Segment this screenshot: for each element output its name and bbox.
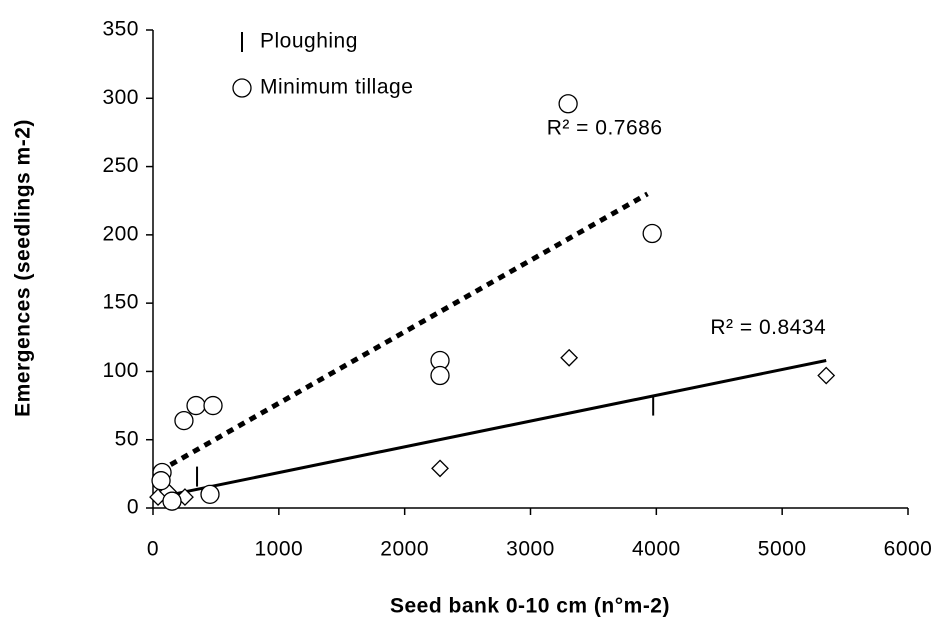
- y-axis-label: Emergences (seedlings m-2): [12, 119, 35, 417]
- x-axis-label: Seed bank 0-10 cm (n°m-2): [390, 595, 670, 618]
- point: [642, 223, 662, 244]
- y-tick-label: 300: [102, 86, 139, 109]
- point: [817, 366, 836, 385]
- y-tick-label: 0: [127, 496, 139, 519]
- y-tick-label: 350: [102, 18, 139, 41]
- y-tick-label: 250: [102, 154, 139, 177]
- point: [430, 365, 450, 386]
- x-tick-label: 6000: [884, 538, 933, 561]
- point: [203, 395, 223, 416]
- trendline: [158, 359, 827, 499]
- legend-label: Minimum tillage: [260, 76, 413, 99]
- y-tick-label: 50: [115, 427, 139, 450]
- x-tick-label: 3000: [506, 538, 555, 561]
- x-tick-label: 1000: [254, 538, 303, 561]
- x-tick-label: 4000: [632, 538, 681, 561]
- y-tick-label: 150: [102, 291, 139, 314]
- point: [162, 491, 182, 511]
- x-tick-label: 0: [147, 538, 159, 561]
- point: [431, 459, 449, 478]
- trendline-label: R² = 0.7686: [547, 116, 663, 139]
- point: [558, 94, 578, 114]
- trendline: [158, 191, 649, 474]
- point: [186, 395, 206, 416]
- legend-marker: [232, 78, 252, 98]
- point: [174, 410, 194, 431]
- point: [151, 471, 171, 491]
- trendline-label: R² = 0.8434: [710, 316, 826, 339]
- y-tick-label: 200: [102, 222, 139, 245]
- point: [200, 484, 220, 504]
- legend-label: Ploughing: [260, 30, 358, 53]
- x-tick-label: 2000: [380, 538, 429, 561]
- y-tick-label: 100: [102, 359, 139, 382]
- point: [560, 348, 579, 367]
- x-tick-label: 5000: [758, 538, 807, 561]
